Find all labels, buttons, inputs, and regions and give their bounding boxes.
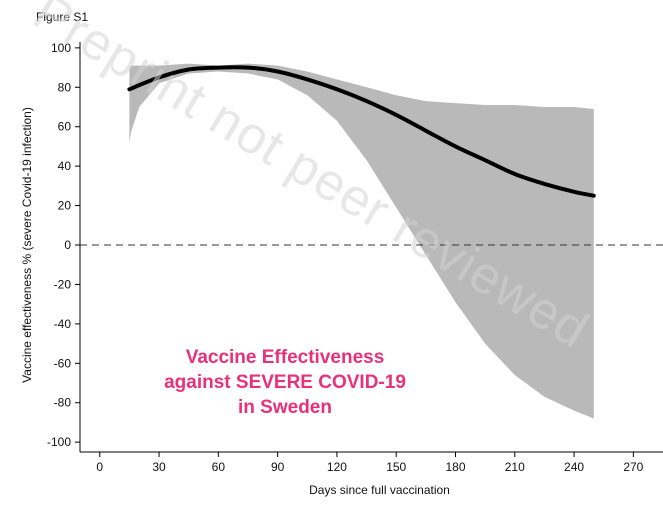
x-tick-label-270: 270 <box>623 460 643 474</box>
series-line-vaccine-effectiveness <box>127 65 596 198</box>
y-tick-label--80: -80 <box>54 396 72 410</box>
y-axis-label: Vaccine effectiveness % (severe Covid-19… <box>20 107 34 383</box>
y-tick-label--60: -60 <box>54 356 72 370</box>
y-tick-label-80: 80 <box>58 80 72 94</box>
annotation-line-3: in Sweden <box>238 397 332 418</box>
figure-label: Figure S1 <box>36 10 89 24</box>
x-axis-label: Days since full vaccination <box>309 483 450 497</box>
x-tick-label-60: 60 <box>212 460 226 474</box>
y-tick-label-100: 100 <box>51 41 71 55</box>
annotation-line-2: against SEVERE COVID-19 <box>164 372 406 393</box>
y-tick-label-0: 0 <box>64 238 71 252</box>
x-tick-label-30: 30 <box>152 460 166 474</box>
y-tick-label-20: 20 <box>58 199 72 213</box>
x-tick-label-150: 150 <box>386 460 406 474</box>
x-tick-label-90: 90 <box>271 460 285 474</box>
y-tick-label--100: -100 <box>47 435 71 449</box>
x-tick-label-180: 180 <box>445 460 465 474</box>
y-tick-label-60: 60 <box>58 120 72 134</box>
x-tick-label-240: 240 <box>564 460 584 474</box>
x-tick-label-120: 120 <box>327 460 347 474</box>
annotation: Vaccine Effectiveness against SEVERE COV… <box>120 345 450 420</box>
y-tick-label-40: 40 <box>58 159 72 173</box>
x-tick-label-0: 0 <box>96 460 103 474</box>
y-tick-label--40: -40 <box>54 317 72 331</box>
y-tick-label--20: -20 <box>54 277 72 291</box>
x-tick-label-210: 210 <box>505 460 525 474</box>
annotation-line-1: Vaccine Effectiveness <box>185 347 385 368</box>
confidence-band <box>129 63 594 419</box>
